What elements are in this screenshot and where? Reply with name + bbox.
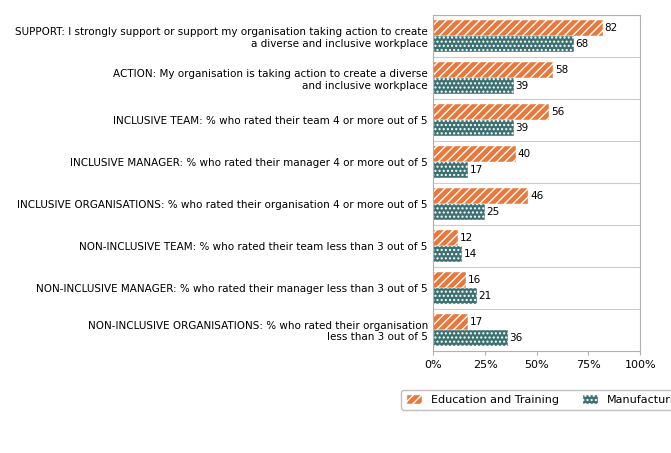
- Bar: [433, 204, 485, 220]
- Text: 68: 68: [576, 39, 589, 49]
- Text: 17: 17: [470, 165, 483, 175]
- Text: 39: 39: [515, 81, 529, 91]
- Text: 17: 17: [470, 317, 483, 327]
- Bar: [433, 78, 514, 94]
- Bar: [433, 20, 603, 36]
- Bar: [433, 146, 516, 162]
- Text: 14: 14: [464, 249, 477, 259]
- Legend: Education and Training, Manufacturing: Education and Training, Manufacturing: [401, 390, 671, 410]
- Bar: [433, 188, 529, 204]
- Text: 39: 39: [515, 123, 529, 133]
- Text: 36: 36: [509, 333, 523, 343]
- Text: 25: 25: [486, 207, 500, 217]
- Text: 40: 40: [518, 149, 531, 159]
- Bar: [433, 314, 468, 330]
- Bar: [433, 36, 574, 52]
- Bar: [433, 272, 466, 288]
- Text: 56: 56: [551, 107, 564, 117]
- Bar: [433, 230, 458, 246]
- Text: 21: 21: [478, 291, 492, 301]
- Text: 16: 16: [468, 275, 481, 285]
- Bar: [433, 120, 514, 136]
- Bar: [433, 104, 549, 120]
- Text: 58: 58: [555, 65, 568, 75]
- Bar: [433, 162, 468, 178]
- Text: 12: 12: [460, 233, 473, 243]
- Bar: [433, 62, 554, 78]
- Bar: [433, 246, 462, 262]
- Bar: [433, 288, 477, 304]
- Bar: [433, 330, 508, 346]
- Text: 46: 46: [530, 191, 544, 201]
- Text: 82: 82: [605, 23, 618, 33]
